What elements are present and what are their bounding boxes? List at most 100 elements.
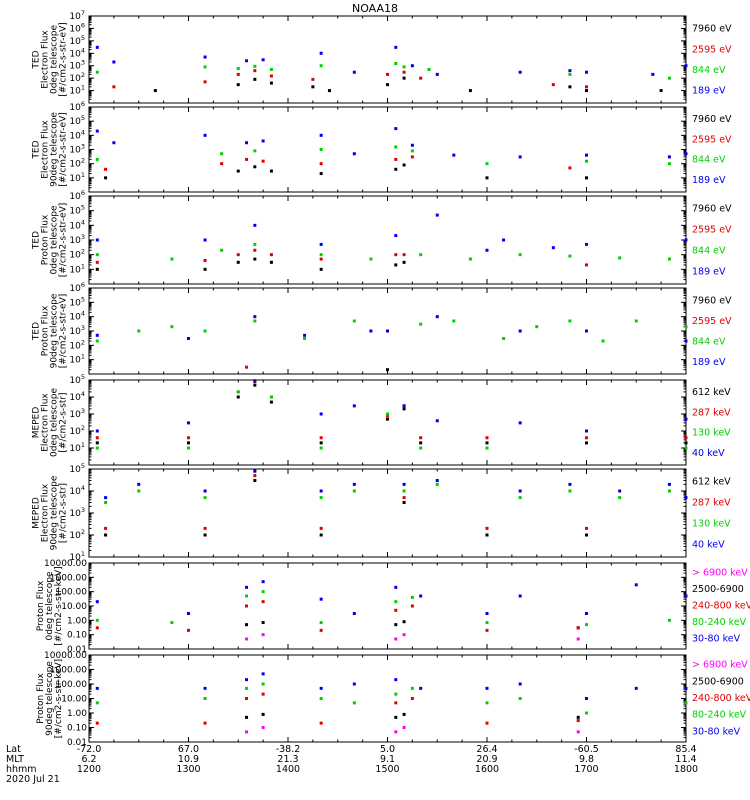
mlt-label: 10.9 [178, 754, 199, 765]
data-point [104, 167, 108, 171]
lat-label: 85.4 [675, 744, 696, 755]
y-tick-label: 104 [69, 484, 85, 497]
y-axis-label: [#/cm2-s-str] [59, 483, 69, 543]
data-point [394, 623, 398, 627]
data-point [576, 637, 580, 641]
data-point [518, 682, 522, 686]
y-tick-label: 103 [69, 59, 85, 72]
data-point [319, 242, 323, 246]
y-tick-label: 0.01 [67, 738, 87, 748]
data-point [402, 712, 406, 716]
data-point [402, 253, 406, 257]
data-point [203, 721, 207, 725]
data-point [386, 414, 389, 418]
data-point [236, 169, 240, 173]
data-point [394, 253, 398, 257]
data-point [402, 482, 406, 486]
data-point [402, 620, 406, 624]
legend-entry: 612 keV [692, 477, 731, 488]
data-point [187, 628, 190, 632]
mlt-label: 21.3 [277, 754, 298, 765]
data-point [518, 489, 522, 493]
data-point [618, 496, 622, 500]
data-point [485, 176, 489, 180]
data-point [203, 65, 207, 69]
y-tick-label: 10000.00 [44, 651, 87, 661]
data-point [551, 83, 555, 87]
data-point [261, 633, 265, 637]
lat-label: 5.0 [380, 744, 395, 755]
data-point [269, 260, 273, 264]
data-point [585, 441, 588, 445]
data-point [245, 697, 249, 700]
data-point [261, 682, 265, 686]
data-point [319, 533, 323, 537]
y-axis-label: [#/cm2-s-str-eV] [59, 294, 69, 369]
data-point [95, 686, 99, 690]
data-point [245, 678, 249, 682]
date-label: 2020 Jul 21 [6, 774, 60, 785]
y-tick-label: 104 [69, 218, 85, 231]
data-point [245, 141, 249, 145]
data-point [394, 585, 398, 589]
legend-entry: 40 keV [692, 540, 725, 551]
data-point [518, 253, 522, 257]
y-axis-label: Electron Flux [41, 393, 51, 452]
series [112, 69, 588, 89]
data-point [402, 726, 406, 729]
data-point [568, 489, 572, 493]
data-point [319, 446, 323, 450]
mlt-label: 11.4 [675, 754, 696, 765]
data-point [419, 686, 423, 690]
y-tick-label: 106 [69, 281, 85, 294]
series [95, 380, 688, 440]
data-point [684, 436, 688, 440]
data-point [253, 315, 257, 319]
data-point [435, 479, 439, 483]
y-tick-label: 10000.00 [44, 559, 87, 569]
data-point [402, 501, 406, 505]
data-point [253, 474, 257, 478]
data-point [585, 85, 588, 89]
y-axis-label: 90deg telescope [50, 475, 60, 550]
data-point [419, 446, 423, 450]
y-tick-label: 101 [69, 550, 85, 563]
data-point [419, 76, 423, 80]
data-point [585, 176, 588, 180]
data-point [170, 621, 174, 625]
data-point [95, 157, 99, 161]
data-point [352, 682, 356, 686]
data-point [568, 72, 572, 76]
data-point [576, 730, 580, 734]
data-point [95, 701, 99, 705]
y-tick-label: 103 [69, 143, 85, 156]
data-point [369, 257, 373, 261]
x-axis-footer: LatMLThhmm-72.06.2120067.010.91300-38.22… [6, 744, 698, 785]
data-point [568, 319, 572, 323]
data-point [667, 489, 671, 493]
y-axis-label: Proton Flux [36, 580, 46, 631]
legend-entry: 7960 eV [692, 114, 732, 125]
y-axis-label: Proton Flux [36, 673, 46, 724]
data-point [394, 692, 398, 696]
mlt-label: 9.8 [579, 754, 594, 765]
data-point [170, 257, 174, 261]
data-point [187, 336, 190, 340]
y-tick-label: 102 [69, 528, 85, 541]
data-point [269, 400, 273, 404]
time-label: 1300 [176, 764, 200, 775]
data-point [585, 153, 588, 157]
data-point [585, 89, 588, 93]
time-label: 1200 [77, 764, 101, 775]
data-point [220, 248, 224, 252]
data-point [402, 404, 406, 408]
y-tick-label: 1.00 [67, 616, 87, 626]
data-point [319, 253, 323, 257]
data-point [245, 686, 249, 690]
data-point [245, 59, 249, 63]
data-point [104, 176, 108, 180]
panel-6: 101 102 103 104 105 MEPED Electron Flux 90deg t… [32, 462, 732, 563]
data-point [220, 152, 224, 156]
series [104, 469, 688, 500]
